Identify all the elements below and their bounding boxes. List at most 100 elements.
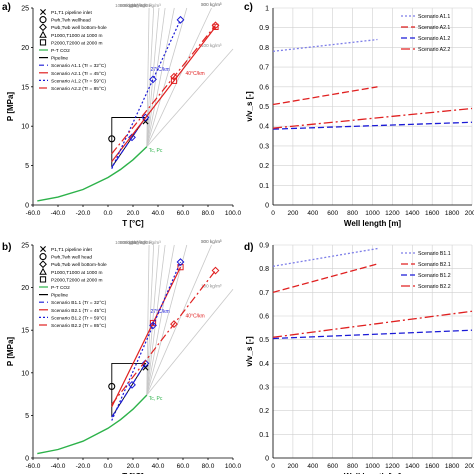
pt2-pipeline-path (111, 362, 147, 418)
pt0-series-mid-marker (149, 75, 157, 84)
pt2-series-end-marker (141, 359, 150, 368)
pt2-series-line (111, 266, 182, 408)
vv3-x-tick-label: 0 (271, 463, 275, 470)
vv3-x-tick-label: 200 (287, 463, 298, 470)
pt0-legend-marker (40, 9, 46, 15)
pt2-series-mid-marker (170, 320, 178, 328)
pt0-density-line (146, 7, 188, 147)
pt0-density-label: 500 kg/m³ (201, 2, 222, 7)
pt2-density-label: 900 kg/m³ (120, 240, 141, 245)
pt0-legend-marker (39, 39, 47, 46)
pt0-series-end-marker (141, 113, 150, 122)
vv3-x-tick-label: 800 (347, 463, 358, 470)
pt0-x-tick-label: 40.0 (152, 210, 165, 217)
vv3-y-tick-label: 0.4 (259, 361, 269, 368)
pt0-x-tick-label: -40.0 (51, 210, 66, 217)
pt2-series-line (111, 261, 182, 421)
pt0-x-tick-label: 20.0 (127, 210, 140, 217)
vv3-x-tick-label: 600 (327, 463, 338, 470)
pt0-series-line (111, 26, 216, 163)
pt2-legend-marker (39, 260, 47, 269)
vv3-x-tick-label: 1200 (385, 463, 400, 470)
vv1-y-tick-label: 0.4 (259, 124, 269, 131)
pt2-y-axis-label: P [MPa] (6, 337, 15, 367)
pt2-density-label: 700 kg/m³ (131, 240, 152, 245)
vv1-series-line (272, 107, 473, 129)
pt0-x-tick-label: 100.0 (225, 210, 242, 217)
pt2-legend-label: Pipeline (51, 293, 68, 299)
vv3-legend-label: Scenario B1.2 (418, 273, 451, 279)
pt0-legend-label: Scenario A2.1 (Tr = 45°C) (51, 71, 106, 77)
pt0-y-tick-label: 5 (25, 163, 29, 170)
vv3-y-tick-label: 0.8 (259, 266, 269, 273)
pt0-saturation-curve (37, 146, 148, 202)
pt0-x-tick-label: -20.0 (76, 210, 91, 217)
pt0-legend-label: Pipeline (51, 56, 68, 62)
vv1-x-tick-label: 1200 (385, 210, 400, 217)
vv1-y-tick-label: 0.3 (259, 143, 269, 150)
vv1-y-tick-label: 0.1 (259, 183, 269, 190)
pt0-y-tick-label: 25 (21, 6, 29, 13)
pt2-x-tick-label: 40.0 (152, 463, 165, 470)
pt2-density-line (146, 244, 175, 396)
pt2-series-end-marker (176, 258, 185, 266)
pt0-legend-marker (39, 23, 47, 32)
pt2-x-tick-label: 0.0 (103, 463, 112, 470)
pt2-critical-point-label: Tc, Pc (149, 396, 163, 402)
vv3-x-tick-label: 400 (307, 463, 318, 470)
vv1-x-tick-label: 0 (271, 210, 275, 217)
pt0-legend-label: P1,T1 pipeline inlet (51, 10, 92, 16)
vv1-series-line (272, 38, 378, 52)
vv1-y-tick-label: 0.9 (259, 25, 269, 32)
pt0-y-tick-label: 15 (21, 84, 29, 91)
pt0-legend-label: Pwb,Twb well bottom-hole (51, 25, 107, 31)
pt0-density-line (146, 7, 166, 147)
pt2-y-tick-label: 20 (21, 285, 29, 292)
pt2-legend-marker (40, 246, 46, 252)
vv1-legend-label: Scenario A1.1 (418, 14, 450, 20)
vv1-x-tick-label: 1800 (445, 210, 460, 217)
pt0-x-tick-label: 0.0 (103, 210, 112, 217)
pt0-density-line (146, 48, 234, 148)
pt2-x-tick-label: 100.0 (225, 463, 242, 470)
pt2-y-tick-label: 15 (21, 328, 29, 335)
pt2-legend-label: P2000,T2000 at 2000 m (51, 277, 102, 283)
pt2-saturation-curve (37, 394, 148, 455)
vv1-x-tick-label: 400 (307, 210, 318, 217)
pt2-legend-label: Scenario B1.1 (Tr = 32°C) (51, 300, 107, 306)
pt0-series-line (111, 19, 182, 170)
vv3-y-tick-label: 0.1 (259, 432, 269, 439)
pt0-density-line (146, 7, 160, 147)
vv1-y-tick-label: 0 (265, 203, 269, 210)
pt0-legend-label: Pwh,Twh wellhead (51, 18, 91, 24)
pt2-series-end-marker (211, 266, 220, 275)
pt0-legend-label: Scenario A1.1 (Tr = 32°C) (51, 63, 106, 69)
vv1-x-tick-label: 800 (347, 210, 358, 217)
vv1-x-tick-label: 600 (327, 210, 338, 217)
vv3-y-tick-label: 0.9 (259, 243, 269, 250)
pt2-density-label: 100 kg/m³ (201, 283, 222, 288)
pt0-y-tick-label: 0 (25, 203, 29, 210)
pt2-x-tick-label: 80.0 (202, 463, 215, 470)
vv3-x-tick-label: 2000 (465, 463, 474, 470)
vv3-series-line (272, 263, 378, 293)
pt0-y-axis-label: P [MPa] (6, 92, 15, 122)
pt2-x-tick-label: 60.0 (177, 463, 190, 470)
pt2-series-line (111, 270, 216, 405)
vv1-x-tick-label: 1000 (365, 210, 380, 217)
pt2-density-line (146, 289, 234, 396)
vv1-x-axis-label: Well length [m] (344, 219, 402, 228)
pt2-wellhead-marker (108, 382, 116, 390)
pt2-series-mid-marker (149, 321, 157, 330)
pt2-gradient-label-27: 27°C/km (151, 309, 170, 315)
pt2-series-mid-marker (128, 380, 136, 389)
vv1-x-tick-label: 1400 (405, 210, 420, 217)
pt2-legend-label: Scenario B2.2 (Tr = 85°C) (51, 323, 107, 329)
vv3-y-tick-label: 0.3 (259, 385, 269, 392)
vv1-x-tick-label: 200 (287, 210, 298, 217)
pt0-density-line (146, 7, 212, 148)
pt2-legend-label: P1,T1 pipeline inlet (51, 247, 92, 253)
pt2-legend-marker (39, 253, 47, 261)
pt0-legend-marker (39, 16, 47, 24)
pt0-series-end-marker (211, 21, 220, 30)
